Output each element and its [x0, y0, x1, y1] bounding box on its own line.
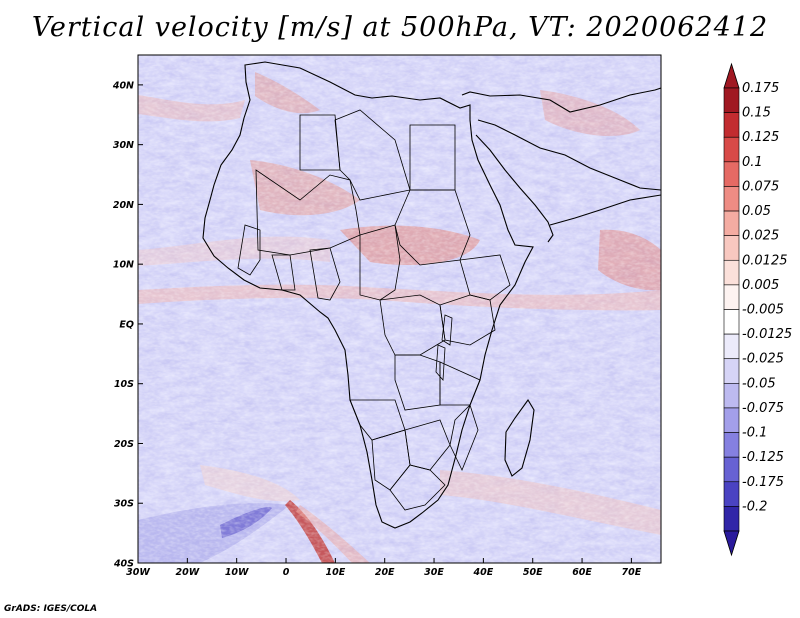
colorbar-swatch — [723, 506, 740, 532]
colorbar-swatch — [723, 161, 740, 187]
colorbar-label: 0.075 — [742, 179, 779, 194]
country-borders — [237, 109, 511, 511]
lon-tick-label: 10W — [225, 567, 249, 578]
colorbar-swatch — [723, 432, 740, 458]
lon-tick-label: 10E — [325, 567, 345, 578]
plot-frame — [137, 54, 662, 564]
lat-tick-label: 10N — [113, 260, 134, 271]
colorbar-swatch — [723, 259, 740, 286]
colorbar-swatch — [723, 456, 740, 483]
colorbar: 0.175 0.15 0.125 0.1 0.075 0.05 0.025 0.0125 0.0… — [723, 62, 792, 557]
colorbar-label: 0.0125 — [742, 253, 788, 268]
lon-tick-label: 60E — [572, 567, 592, 578]
colorbar-swatch — [723, 358, 740, 384]
lon-tick-label: 30E — [424, 567, 444, 578]
colorbar-swatch — [723, 407, 740, 433]
lat-tick-label: 30S — [114, 499, 134, 510]
colorbar-label: -0.05 — [742, 376, 776, 391]
credit-label: GrADS: IGES/COLA — [4, 604, 98, 614]
colorbar-swatch — [723, 383, 740, 409]
colorbar-label: -0.005 — [742, 303, 784, 318]
lat-tick-label: 30N — [113, 140, 134, 151]
colorbar-label: 0.05 — [742, 204, 771, 219]
colorbar-label: -0.125 — [742, 450, 784, 465]
colorbar-label: -0.1 — [742, 426, 767, 441]
colorbar-label: 0.125 — [742, 130, 779, 145]
colorbar-label: 0.1 — [742, 155, 763, 170]
colorbar-label: 0.175 — [742, 81, 779, 96]
colorbar-swatch — [723, 112, 740, 138]
colorbar-swatch — [723, 309, 740, 335]
colorbar-label: -0.0125 — [742, 327, 792, 342]
colorbar-swatch — [723, 186, 740, 212]
colorbar-label: 0.15 — [742, 106, 771, 121]
colorbar-swatch — [723, 333, 740, 360]
lat-tick-label: 10S — [114, 379, 134, 390]
colorbar-label: -0.025 — [742, 352, 784, 367]
lat-tick-label: 20N — [113, 200, 134, 211]
colorbar-max-arrow — [723, 62, 740, 89]
chart-title: Vertical velocity [m/s] at 500hPa, VT: 2… — [31, 12, 769, 43]
lat-tick-label: 20S — [114, 439, 134, 450]
lon-tick-label: 20E — [375, 567, 395, 578]
lon-tick-label: 30W — [126, 567, 150, 578]
lon-tick-label: 70E — [622, 567, 642, 578]
colorbar-min-arrow — [723, 530, 740, 557]
lat-tick-label: EQ — [119, 319, 134, 330]
lon-tick-label: 0 — [283, 567, 290, 578]
colorbar-swatch — [723, 235, 740, 261]
colorbar-swatch — [723, 284, 740, 310]
lat-tick-label: 40S — [113, 559, 134, 570]
colorbar-label: -0.175 — [742, 475, 784, 490]
lon-tick-label: 40E — [473, 567, 494, 578]
lon-tick-label: 20W — [175, 567, 199, 578]
colorbar-swatch — [723, 136, 740, 163]
colorbar-label: -0.075 — [742, 401, 784, 416]
coastlines — [202, 61, 661, 529]
colorbar-label: -0.2 — [742, 499, 767, 514]
lon-tick-label: 50E — [523, 567, 543, 578]
colorbar-swatch — [723, 87, 740, 113]
colorbar-swatch — [723, 481, 740, 507]
lat-tick-label: 40N — [112, 80, 134, 91]
vertical-velocity-field — [138, 55, 661, 563]
colorbar-label: 0.005 — [742, 278, 779, 293]
axis-ticks: 30W 20W 10W 0 10E 20E 30E 40E 50E 60E 70E 40N 30N 20N… — [112, 80, 642, 578]
colorbar-label: 0.025 — [742, 229, 779, 244]
colorbar-swatch — [723, 210, 740, 236]
